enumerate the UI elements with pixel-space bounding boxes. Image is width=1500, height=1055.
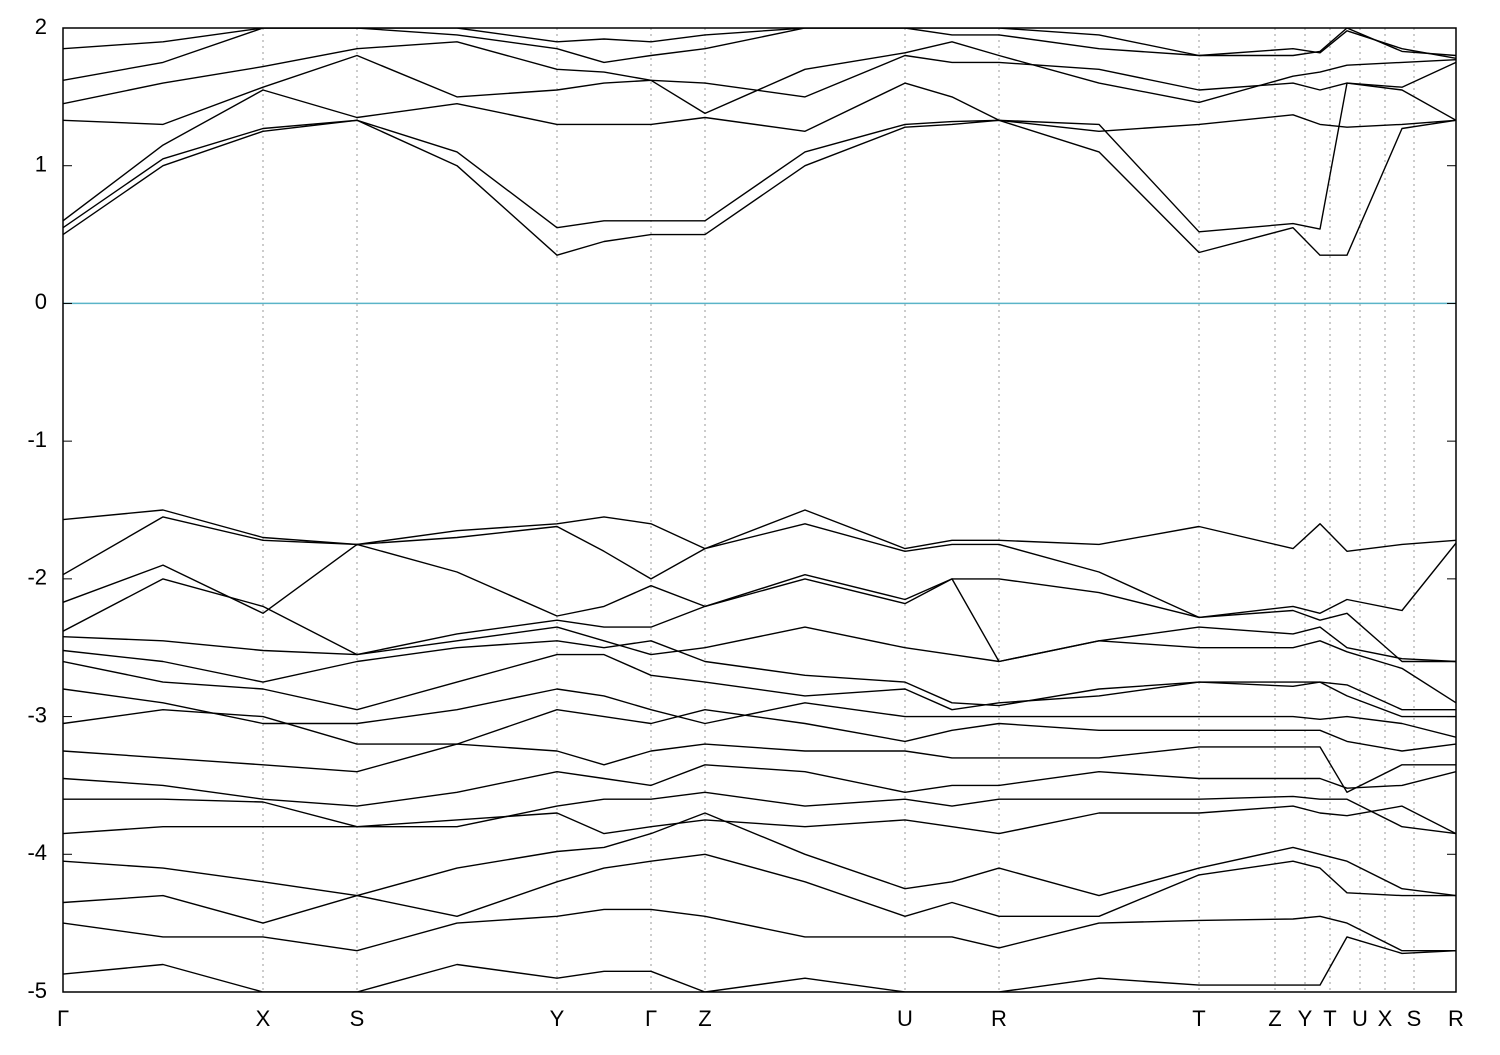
- band-line: [63, 626, 1456, 704]
- bands-layer: [63, 28, 1456, 992]
- band-line: [63, 791, 1456, 835]
- band-line: [63, 653, 1456, 718]
- grid-layer: [62, 28, 1457, 992]
- x-tick-label: Z: [1268, 1006, 1281, 1031]
- x-tick-label: Y: [1298, 1006, 1313, 1031]
- band-line: [63, 805, 1456, 835]
- y-tick-label: -2: [27, 565, 47, 590]
- x-tick-label: S: [1407, 1006, 1422, 1031]
- x-tick-label: Z: [698, 1006, 711, 1031]
- band-line: [63, 688, 1456, 738]
- y-tick-label: -4: [27, 840, 47, 865]
- band-line: [63, 936, 1456, 992]
- x-tick-label: R: [991, 1006, 1007, 1031]
- band-line: [63, 812, 1456, 897]
- y-tick-label: 2: [35, 14, 47, 39]
- band-line: [63, 54, 1456, 126]
- axes-layer: 210-1-2-3-4-5Γ X S Y Γ Z U R T Z Y T U X S R: [27, 14, 1464, 1031]
- band-line: [63, 853, 1456, 924]
- band-line: [63, 543, 1456, 663]
- band-line: [63, 743, 1456, 793]
- x-tick-label: T: [1192, 1006, 1205, 1031]
- x-tick-label: Γ: [645, 1006, 657, 1031]
- y-tick-label: -1: [27, 427, 47, 452]
- band-line: [63, 764, 1456, 807]
- band-line: [63, 82, 1456, 233]
- x-tick-label: X: [256, 1006, 271, 1031]
- y-tick-label: -3: [27, 702, 47, 727]
- band-line: [63, 41, 1456, 115]
- x-tick-label: U: [897, 1006, 913, 1031]
- band-line: [63, 709, 1456, 752]
- x-tick-label: T: [1323, 1006, 1336, 1031]
- x-tick-label: R: [1448, 1006, 1464, 1031]
- x-tick-label: U: [1352, 1006, 1368, 1031]
- band-line: [63, 908, 1456, 952]
- y-tick-label: 1: [35, 152, 47, 177]
- band-line: [63, 28, 1456, 59]
- band-line: [63, 28, 1456, 81]
- x-tick-label: S: [350, 1006, 365, 1031]
- x-tick-label: Γ: [57, 1006, 69, 1031]
- x-tick-label: Y: [550, 1006, 565, 1031]
- y-tick-label: 0: [35, 289, 47, 314]
- y-tick-label: -5: [27, 978, 47, 1003]
- band-line: [63, 578, 1456, 663]
- band-line: [63, 82, 1456, 222]
- x-tick-label: X: [1378, 1006, 1393, 1031]
- band-line: [63, 119, 1456, 256]
- band-line: [63, 509, 1456, 552]
- plot-frame: [62, 27, 1457, 993]
- band-line: [63, 516, 1456, 619]
